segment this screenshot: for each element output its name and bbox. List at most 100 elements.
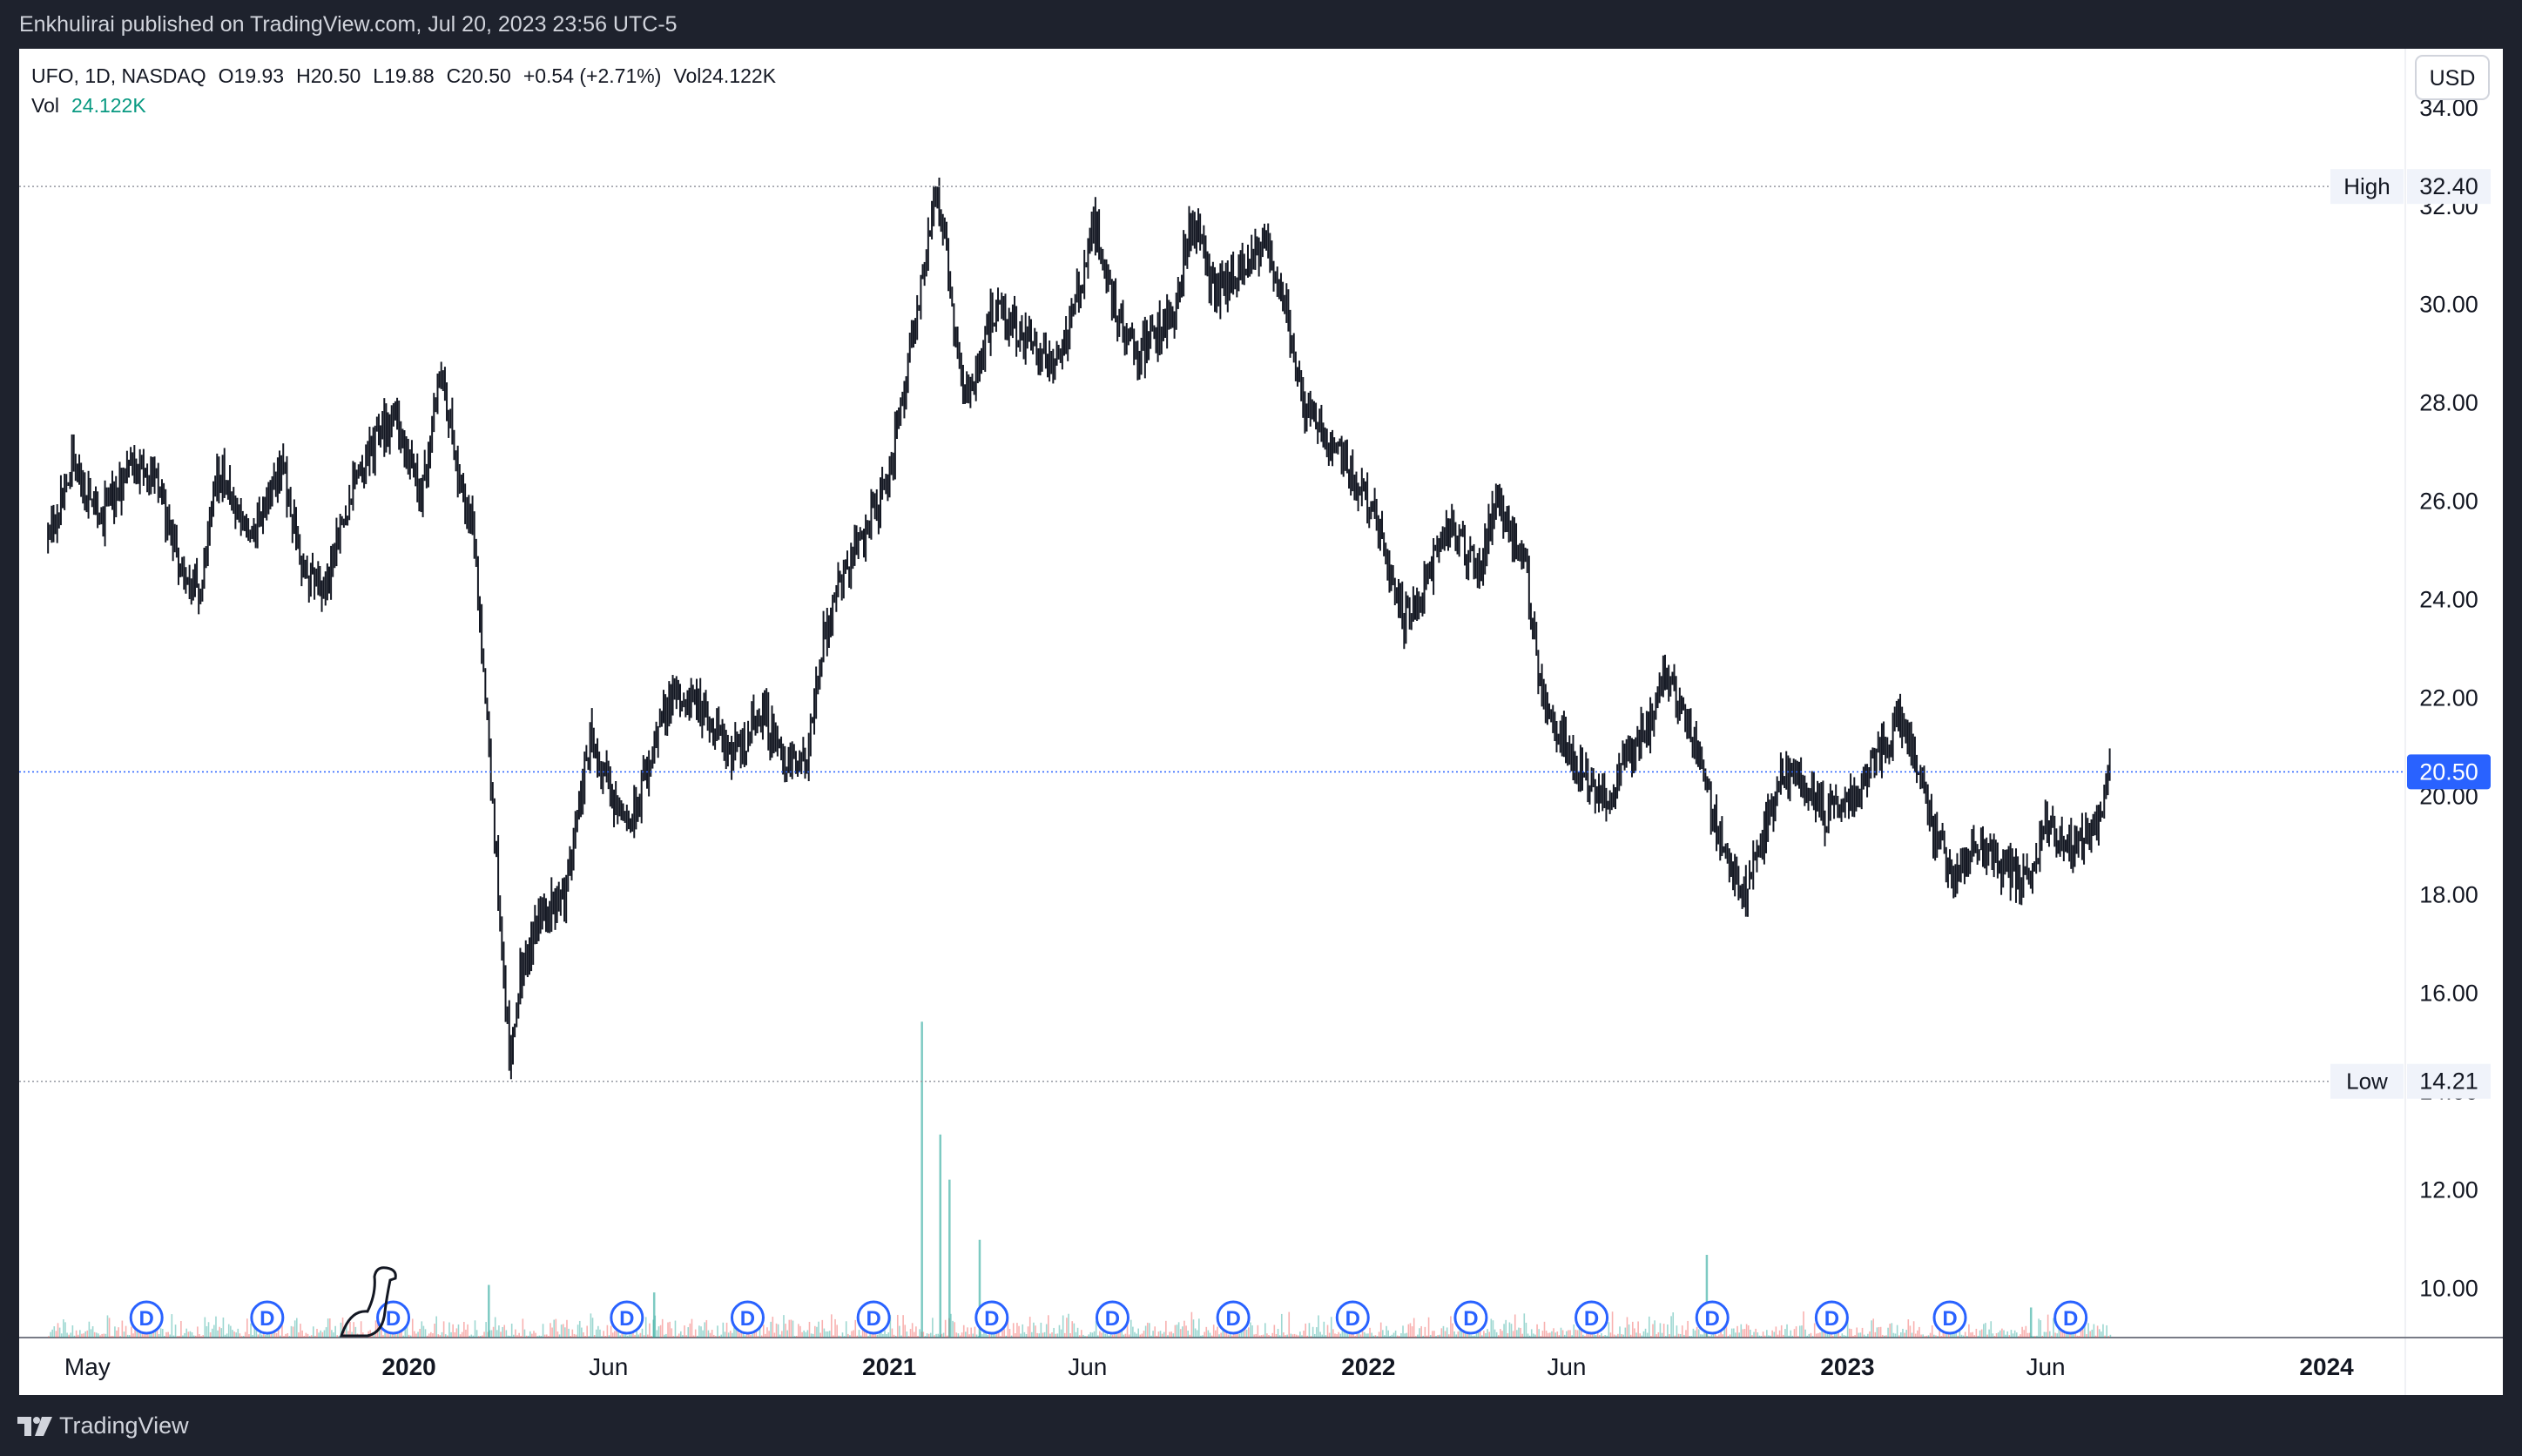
volume-bar	[1058, 1325, 1061, 1338]
volume-bar	[2041, 1335, 2044, 1338]
volume-bar	[1015, 1333, 1016, 1338]
low-price-label-box	[2407, 1063, 2491, 1099]
volume-bar	[1677, 1333, 1680, 1338]
volume-bar	[981, 1334, 983, 1338]
volume-bar	[866, 1332, 867, 1338]
volume-bar	[760, 1335, 763, 1338]
currency-button[interactable]	[2415, 55, 2490, 100]
dividend-marker[interactable]	[1216, 1300, 1251, 1335]
price-chart[interactable]: 34.0032.0030.0028.0026.0024.0022.0020.00…	[19, 49, 2503, 1395]
volume-bar	[1817, 1332, 1819, 1338]
volume-bar	[207, 1322, 210, 1338]
dividend-marker[interactable]	[856, 1300, 891, 1335]
volume-bar	[172, 1335, 175, 1338]
volume-bar	[1672, 1312, 1675, 1338]
volume-bar	[110, 1336, 112, 1338]
volume-bar	[50, 1331, 51, 1338]
dividend-marker[interactable]	[129, 1300, 164, 1335]
volume-bar	[1859, 1332, 1862, 1338]
volume-bar	[702, 1330, 704, 1338]
dividend-marker[interactable]	[1814, 1300, 1849, 1335]
volume-bar	[900, 1335, 902, 1338]
volume-bar	[2029, 1307, 2033, 1338]
volume-bar	[1016, 1323, 1018, 1338]
dividend-marker[interactable]	[2053, 1300, 2088, 1335]
dividend-marker[interactable]	[610, 1300, 644, 1335]
volume-bar	[1918, 1326, 1920, 1338]
volume-bar	[1747, 1325, 1750, 1338]
volume-bar	[1780, 1325, 1783, 1338]
volume-bar	[2047, 1314, 2049, 1338]
volume-bar	[281, 1314, 283, 1338]
volume-bar	[1422, 1335, 1425, 1338]
volume-bar	[2036, 1335, 2038, 1338]
volume-bar	[1453, 1331, 1455, 1338]
volume-bar	[373, 1332, 375, 1338]
volume-bar	[474, 1320, 476, 1338]
dividend-marker[interactable]	[1453, 1300, 1488, 1335]
price-tick-label: 26.00	[2419, 489, 2478, 515]
volume-bar	[1736, 1325, 1738, 1338]
vol-label[interactable]: Vol	[31, 93, 59, 117]
dividend-label: D	[1463, 1307, 1478, 1331]
volume-bar	[1894, 1333, 1897, 1338]
volume-bar	[937, 1333, 940, 1338]
volume-bar	[1584, 1335, 1586, 1338]
volume-bar	[1635, 1332, 1637, 1338]
volume-bar	[288, 1336, 291, 1338]
tradingview-logo[interactable]: TradingView	[17, 1412, 189, 1439]
volume-bar	[1351, 1332, 1352, 1338]
volume-bar	[1606, 1335, 1608, 1338]
volume-bar	[1134, 1331, 1136, 1338]
volume-bar	[314, 1335, 316, 1338]
volume-bar	[1124, 1333, 1127, 1338]
dividend-marker[interactable]	[1335, 1300, 1370, 1335]
volume-bar	[1655, 1334, 1658, 1338]
volume-bar	[529, 1331, 531, 1338]
volume-bar	[1763, 1335, 1766, 1338]
volume-bar	[691, 1318, 693, 1338]
volume-bar	[1690, 1336, 1693, 1338]
volume-bar	[1420, 1325, 1422, 1338]
volume-bar	[617, 1330, 619, 1338]
time-tick-label: Jun	[2026, 1353, 2065, 1380]
volume-bar	[248, 1334, 250, 1338]
volume-bar	[1977, 1335, 1979, 1338]
volume-bar	[959, 1335, 961, 1338]
volume-bar	[924, 1336, 927, 1338]
dividend-marker[interactable]	[974, 1300, 1009, 1335]
volume-bar	[553, 1319, 556, 1338]
volume-bar	[184, 1332, 185, 1338]
volume-bar	[619, 1335, 621, 1338]
volume-bar	[485, 1322, 487, 1338]
dividend-marker[interactable]	[1095, 1300, 1130, 1335]
volume-bar	[689, 1323, 691, 1338]
volume-bar	[1957, 1335, 1959, 1338]
volume-bar	[1237, 1331, 1238, 1338]
volume-bar	[246, 1318, 248, 1338]
volume-bar	[781, 1331, 783, 1338]
volume-bar	[720, 1334, 723, 1338]
dividend-marker[interactable]	[1932, 1300, 1967, 1335]
volume-bar	[463, 1321, 465, 1338]
volume-bar	[1937, 1336, 1939, 1338]
volume-bar	[1795, 1326, 1797, 1338]
dividend-marker[interactable]	[1695, 1300, 1730, 1335]
volume-bar	[1834, 1334, 1836, 1338]
symbol-name[interactable]: UFO, 1D, NASDAQ	[31, 64, 206, 87]
volume-bar	[1813, 1323, 1816, 1338]
dividend-marker[interactable]	[730, 1300, 765, 1335]
volume-bar	[1439, 1334, 1441, 1338]
volume-bar	[1253, 1334, 1255, 1338]
volume-bar	[1210, 1335, 1213, 1338]
volume-bar	[265, 1334, 266, 1338]
volume-bar	[2076, 1335, 2079, 1338]
volume-bar	[1303, 1331, 1305, 1338]
dino-icon[interactable]	[339, 1266, 397, 1338]
chart-panel[interactable]: 34.00 32.00 30.00 28.00 26.00 24.00 22.00 20.00…	[19, 49, 2503, 1395]
volume-bar	[1447, 1334, 1450, 1338]
dividend-marker[interactable]	[250, 1300, 285, 1335]
volume-bar	[768, 1331, 770, 1338]
dividend-marker[interactable]	[1575, 1300, 1609, 1335]
volume-bar	[518, 1332, 520, 1338]
